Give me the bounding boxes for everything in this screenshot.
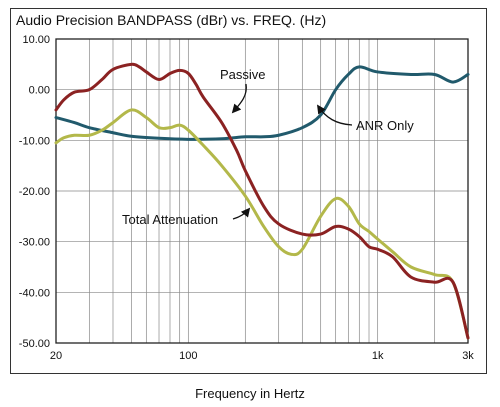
y-tick-label: -40.00	[19, 287, 50, 299]
series-line-total-attenuation	[54, 108, 470, 340]
annotation-arrow-anr-only	[316, 104, 353, 126]
y-tick-label: -50.00	[19, 338, 50, 350]
y-tick-label: 10.00	[22, 34, 50, 46]
y-tick-label: -10.00	[19, 135, 50, 147]
x-tick-label: 20	[50, 350, 62, 362]
series-line-anr-only	[54, 65, 470, 141]
annotation-anr-only: ANR Only	[356, 118, 414, 133]
annotation-arrow-passive	[231, 83, 247, 114]
series-line-passive	[54, 62, 470, 340]
x-tick-label: 3k	[462, 350, 474, 362]
annotation-passive: Passive	[220, 67, 266, 82]
annotation-arrow-total-attenuation	[232, 207, 251, 220]
chart-title: Audio Precision BANDPASS (dBr) vs. FREQ.…	[16, 12, 327, 28]
y-tick-label: -20.00	[19, 186, 50, 198]
x-axis-label: Frequency in Hertz	[195, 386, 305, 401]
y-tick-label: -30.00	[19, 237, 50, 249]
y-tick-label: 0.00	[29, 85, 50, 97]
plot-border	[55, 38, 469, 344]
x-tick-label: 1k	[372, 350, 384, 362]
x-tick-label: 100	[179, 350, 197, 362]
annotation-total-attenuation: Total Attenuation	[122, 212, 218, 227]
